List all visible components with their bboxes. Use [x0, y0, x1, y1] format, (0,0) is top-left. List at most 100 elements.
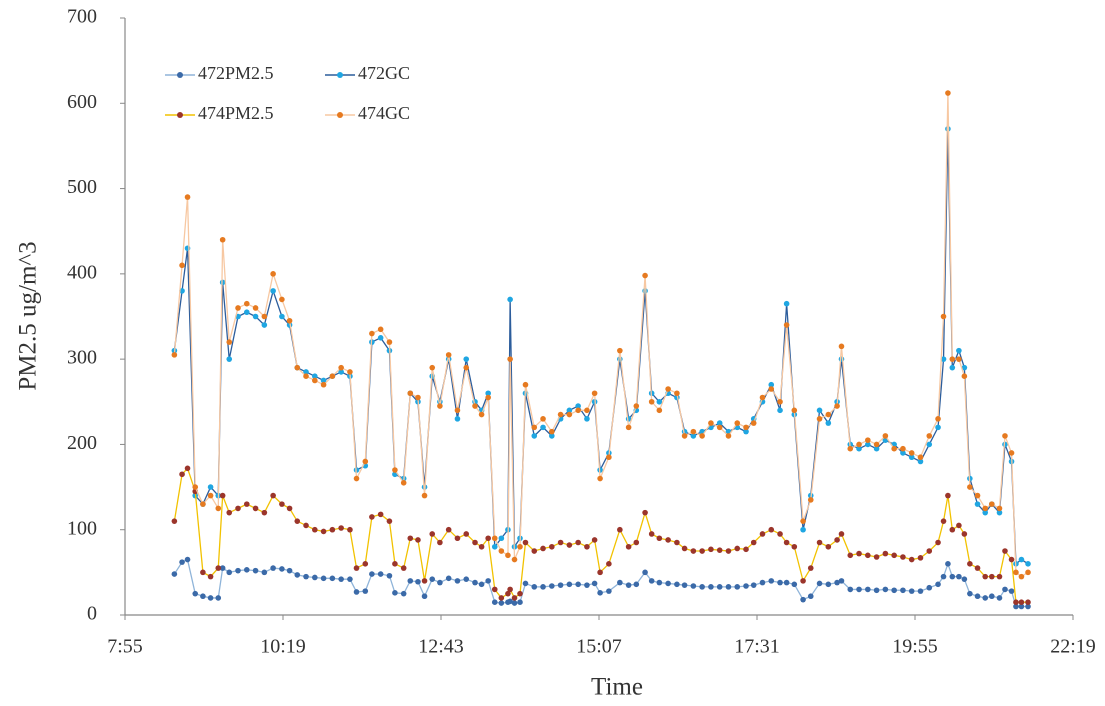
- data-point: [617, 526, 623, 533]
- data-point: [800, 518, 806, 524]
- data-point: [270, 271, 276, 277]
- data-point: [926, 433, 933, 439]
- data-point: [415, 394, 421, 401]
- data-point: [320, 575, 327, 582]
- data-point: [445, 526, 452, 533]
- data-point: [716, 420, 723, 426]
- data-point: [303, 373, 309, 380]
- data-point: [498, 600, 505, 606]
- data-point: [407, 535, 414, 542]
- data-point: [303, 522, 309, 529]
- data-point: [347, 526, 353, 533]
- data-point: [219, 565, 226, 571]
- data-point: [783, 322, 790, 328]
- data-point: [633, 403, 640, 409]
- data-point: [945, 492, 951, 499]
- data-point: [243, 309, 250, 316]
- data-point: [974, 565, 981, 571]
- data-point: [566, 542, 573, 548]
- data-point: [235, 505, 241, 512]
- data-point: [699, 433, 705, 439]
- data-point: [226, 569, 233, 576]
- data-point: [648, 578, 655, 584]
- data-point: [463, 531, 470, 537]
- data-point: [1025, 599, 1031, 606]
- data-point: [777, 579, 783, 586]
- data-point: [900, 587, 906, 594]
- data-point: [437, 403, 443, 409]
- data-point: [566, 581, 573, 588]
- data-point: [974, 501, 981, 507]
- data-point: [286, 317, 293, 324]
- data-point: [865, 586, 871, 593]
- data-point: [856, 586, 862, 593]
- data-point: [908, 556, 915, 563]
- data-point: [575, 581, 581, 588]
- data-point: [171, 352, 178, 358]
- data-point: [312, 526, 318, 533]
- x-tick-label: 22:19: [1050, 636, 1096, 658]
- data-point: [522, 580, 529, 587]
- data-point: [690, 548, 697, 554]
- data-point: [312, 377, 318, 384]
- data-point: [1002, 586, 1008, 593]
- data-point: [967, 561, 973, 567]
- data-point: [540, 424, 546, 431]
- data-point: [800, 578, 806, 584]
- data-point: [329, 575, 336, 582]
- data-point: [996, 573, 1003, 580]
- data-point: [1018, 556, 1025, 563]
- data-point: [847, 586, 854, 593]
- data-point: [873, 587, 880, 594]
- data-point: [856, 441, 862, 448]
- data-point: [392, 561, 398, 567]
- data-point: [243, 300, 250, 307]
- data-point: [642, 509, 648, 516]
- data-point: [1013, 603, 1019, 610]
- data-point: [982, 573, 989, 580]
- data-point: [617, 347, 623, 354]
- data-point: [633, 581, 640, 588]
- data-point: [294, 518, 301, 524]
- data-point: [192, 590, 199, 597]
- data-point: [279, 313, 285, 320]
- data-point: [303, 573, 309, 580]
- data-point: [967, 590, 973, 597]
- data-point: [800, 526, 806, 533]
- data-point: [369, 330, 375, 337]
- data-point: [437, 539, 443, 546]
- data-point: [215, 565, 222, 571]
- data-point: [648, 531, 655, 537]
- data-point: [743, 424, 749, 431]
- data-point: [421, 492, 428, 499]
- data-point: [606, 561, 612, 567]
- data-point: [491, 599, 498, 606]
- data-point: [369, 571, 375, 577]
- data-point: [575, 539, 581, 546]
- data-point: [642, 272, 648, 279]
- data-point: [207, 595, 214, 601]
- x-tick-label: 12:43: [418, 636, 464, 658]
- data-point: [617, 356, 623, 362]
- data-point: [171, 518, 178, 524]
- data-point: [338, 576, 344, 582]
- data-point: [179, 288, 185, 294]
- data-point: [665, 537, 671, 543]
- data-point: [926, 548, 933, 554]
- data-point: [949, 364, 956, 371]
- data-point: [584, 416, 590, 422]
- data-point: [540, 416, 546, 422]
- data-point: [219, 236, 226, 243]
- x-axis-title: Time: [591, 674, 643, 701]
- data-point: [200, 501, 206, 507]
- data-point: [665, 580, 671, 587]
- data-point: [759, 579, 766, 586]
- data-point: [825, 420, 832, 426]
- x-tick-label: 10:19: [260, 636, 306, 658]
- x-tick-label: 17:31: [734, 636, 780, 658]
- data-point: [743, 583, 749, 589]
- data-point: [681, 433, 688, 439]
- data-point: [517, 543, 523, 550]
- data-point: [674, 581, 680, 588]
- data-point: [949, 356, 956, 362]
